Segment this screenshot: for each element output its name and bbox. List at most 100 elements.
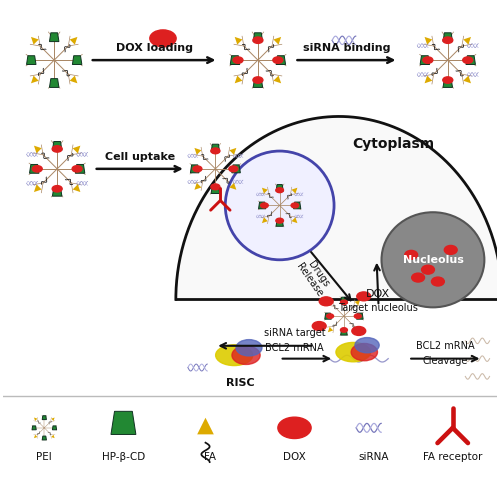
Polygon shape	[292, 217, 298, 223]
Ellipse shape	[382, 212, 484, 307]
Ellipse shape	[52, 146, 62, 152]
Ellipse shape	[52, 185, 62, 192]
Ellipse shape	[351, 344, 378, 361]
Polygon shape	[234, 37, 242, 45]
Ellipse shape	[229, 166, 238, 172]
Polygon shape	[340, 297, 347, 303]
Polygon shape	[72, 56, 82, 64]
Polygon shape	[50, 78, 59, 88]
Polygon shape	[70, 37, 78, 45]
Polygon shape	[52, 426, 56, 430]
Polygon shape	[197, 418, 214, 434]
Polygon shape	[111, 411, 136, 435]
Polygon shape	[50, 33, 59, 42]
Polygon shape	[26, 56, 36, 64]
Ellipse shape	[354, 314, 361, 318]
Polygon shape	[52, 141, 62, 151]
Text: FA receptor: FA receptor	[423, 453, 482, 463]
Polygon shape	[274, 76, 281, 83]
Polygon shape	[32, 426, 36, 430]
Ellipse shape	[32, 166, 42, 172]
Polygon shape	[30, 165, 39, 173]
Ellipse shape	[232, 346, 260, 364]
Ellipse shape	[276, 188, 283, 193]
Polygon shape	[464, 76, 471, 83]
Text: Cell uptake: Cell uptake	[104, 152, 175, 162]
Ellipse shape	[423, 57, 433, 63]
Text: BCL2 mRNA: BCL2 mRNA	[416, 341, 474, 351]
Ellipse shape	[276, 218, 283, 223]
Text: FA: FA	[204, 453, 216, 463]
Ellipse shape	[443, 77, 453, 83]
Polygon shape	[466, 56, 475, 64]
Polygon shape	[72, 184, 80, 192]
Ellipse shape	[253, 77, 263, 83]
Polygon shape	[31, 76, 38, 83]
Ellipse shape	[273, 57, 283, 63]
Ellipse shape	[340, 328, 347, 332]
Polygon shape	[230, 148, 236, 155]
Polygon shape	[31, 37, 38, 45]
Polygon shape	[34, 146, 42, 153]
Text: Target nucleolus: Target nucleolus	[338, 303, 417, 313]
Polygon shape	[420, 56, 430, 64]
Ellipse shape	[422, 265, 434, 274]
Polygon shape	[51, 418, 54, 421]
Polygon shape	[328, 327, 333, 332]
Polygon shape	[276, 56, 285, 64]
Polygon shape	[176, 117, 500, 299]
Polygon shape	[262, 217, 268, 223]
Circle shape	[226, 151, 334, 260]
Ellipse shape	[443, 37, 453, 44]
Ellipse shape	[352, 327, 366, 335]
Text: BCL2 mRNA: BCL2 mRNA	[265, 343, 324, 353]
Ellipse shape	[319, 297, 333, 306]
Ellipse shape	[216, 345, 252, 365]
Text: siRNA binding: siRNA binding	[302, 43, 390, 53]
Ellipse shape	[211, 148, 220, 154]
Polygon shape	[253, 78, 262, 88]
Ellipse shape	[355, 338, 379, 353]
Ellipse shape	[412, 273, 424, 282]
Ellipse shape	[405, 250, 417, 259]
Ellipse shape	[233, 57, 243, 63]
Ellipse shape	[444, 245, 457, 255]
Polygon shape	[443, 33, 452, 42]
Polygon shape	[211, 185, 220, 194]
Polygon shape	[258, 202, 266, 209]
Polygon shape	[424, 76, 432, 83]
Polygon shape	[76, 165, 85, 173]
Text: HP-β-CD: HP-β-CD	[102, 453, 145, 463]
Text: Drugs
Release: Drugs Release	[294, 255, 334, 299]
Polygon shape	[34, 184, 42, 192]
Polygon shape	[234, 76, 242, 83]
Ellipse shape	[260, 203, 268, 208]
Ellipse shape	[211, 184, 220, 190]
Polygon shape	[328, 300, 333, 305]
Polygon shape	[52, 187, 62, 196]
Ellipse shape	[312, 321, 326, 331]
Polygon shape	[464, 37, 471, 45]
Text: Cytoplasm: Cytoplasm	[352, 137, 434, 151]
Ellipse shape	[150, 30, 176, 47]
Ellipse shape	[236, 340, 262, 356]
Ellipse shape	[291, 203, 298, 208]
Text: DOX loading: DOX loading	[116, 43, 192, 53]
Ellipse shape	[340, 300, 347, 304]
Polygon shape	[211, 144, 220, 152]
Polygon shape	[51, 435, 54, 438]
Polygon shape	[276, 220, 283, 227]
Polygon shape	[230, 183, 236, 190]
Ellipse shape	[462, 57, 472, 63]
Polygon shape	[292, 188, 298, 194]
Polygon shape	[34, 435, 37, 438]
Polygon shape	[443, 78, 452, 88]
Polygon shape	[253, 33, 262, 42]
Polygon shape	[232, 165, 240, 173]
Text: siRNA target: siRNA target	[264, 328, 326, 338]
Ellipse shape	[432, 277, 444, 286]
Polygon shape	[42, 436, 46, 440]
Polygon shape	[354, 327, 360, 332]
Polygon shape	[276, 184, 283, 191]
Polygon shape	[42, 416, 46, 420]
